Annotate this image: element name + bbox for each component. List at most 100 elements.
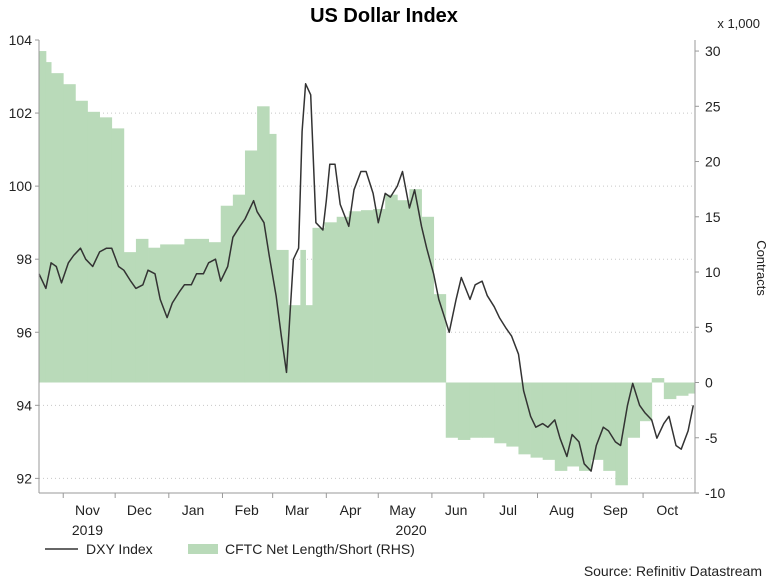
cftc-bar xyxy=(603,382,616,471)
cftc-bar xyxy=(51,73,64,383)
right-axis-ticks: 30 25 20 15 10 5 0 -5 -10 xyxy=(695,43,725,501)
left-tick-label: 98 xyxy=(16,251,32,267)
cftc-bar xyxy=(220,205,234,383)
right-tick-label: 30 xyxy=(705,43,721,59)
left-tick-label: 102 xyxy=(9,105,33,121)
cftc-bar xyxy=(385,194,398,383)
cftc-bar xyxy=(530,382,544,458)
cftc-bar xyxy=(111,128,125,383)
cftc-bar xyxy=(373,209,386,383)
cftc-bar xyxy=(688,382,696,394)
x-month-label: Aug xyxy=(549,502,574,518)
x-month-label: Dec xyxy=(127,502,152,518)
cftc-bar xyxy=(482,382,495,438)
left-tick-label: 104 xyxy=(9,32,33,48)
cftc-bar xyxy=(627,382,641,438)
x-month-label: Feb xyxy=(235,502,259,518)
cftc-bar xyxy=(675,382,689,396)
cftc-bar xyxy=(63,84,76,383)
cftc-bar xyxy=(336,216,350,383)
dxy-line xyxy=(38,83,695,472)
cftc-bar xyxy=(445,382,459,438)
right-tick-label: -5 xyxy=(705,430,718,446)
cftc-bar xyxy=(276,249,289,383)
legend-area-swatch xyxy=(188,544,218,554)
cftc-bar xyxy=(518,382,531,455)
cftc-bar xyxy=(305,305,313,383)
cftc-bar xyxy=(75,100,88,383)
right-tick-label: -10 xyxy=(705,485,725,501)
cftc-bar xyxy=(360,210,374,383)
cftc-bar xyxy=(208,242,222,383)
left-tick-label: 92 xyxy=(16,470,32,486)
left-tick-label: 94 xyxy=(16,397,32,413)
x-month-label: Jul xyxy=(499,502,517,518)
cftc-bar xyxy=(300,249,306,383)
cftc-bar xyxy=(324,222,338,383)
cftc-bar xyxy=(87,111,100,383)
cftc-bar xyxy=(579,382,592,471)
cftc-bar xyxy=(39,51,47,383)
left-tick-label: 96 xyxy=(16,324,32,340)
cftc-bar xyxy=(184,238,197,383)
cftc-bar xyxy=(348,211,362,383)
right-tick-label: 10 xyxy=(705,264,721,280)
cftc-bar xyxy=(409,189,422,383)
cftc-bar xyxy=(135,238,149,383)
right-tick-label: 5 xyxy=(705,319,713,335)
right-tick-label: 25 xyxy=(705,98,721,114)
cftc-bar xyxy=(244,150,258,383)
cftc-bar xyxy=(45,62,52,383)
x-month-label: Mar xyxy=(285,502,309,518)
source-note: Source: Refinitiv Datastream xyxy=(584,563,762,578)
cftc-bar xyxy=(312,227,325,383)
cftc-area-series xyxy=(39,51,696,486)
right-tick-label: 0 xyxy=(705,375,713,391)
x-month-label: Jan xyxy=(182,502,205,518)
x-year-label: 2019 xyxy=(72,522,103,538)
cftc-bar xyxy=(148,247,161,383)
cftc-bar xyxy=(663,382,677,400)
cftc-bar xyxy=(542,382,556,460)
cftc-bar xyxy=(421,216,435,383)
right-tick-label: 20 xyxy=(705,154,721,170)
cftc-bar xyxy=(288,305,301,383)
x-month-label: Nov xyxy=(75,502,100,518)
cftc-bar xyxy=(566,382,580,467)
right-axis-multiplier: x 1,000 xyxy=(717,16,760,31)
cftc-bar xyxy=(160,244,173,383)
x-axis-ticks: Nov Dec Jan Feb Mar Apr May Jun Jul Aug Sep Oct 2019… xyxy=(62,493,678,538)
cftc-bar xyxy=(99,117,113,383)
cftc-bar xyxy=(506,382,519,447)
right-tick-label: 15 xyxy=(705,209,721,225)
cftc-bar xyxy=(651,378,665,383)
x-year-label: 2020 xyxy=(396,522,427,538)
cftc-bar xyxy=(494,382,507,444)
dxy-line-series xyxy=(38,83,695,472)
axes xyxy=(38,40,696,494)
cftc-bar xyxy=(457,382,471,440)
chart-title: US Dollar Index xyxy=(310,5,458,27)
x-month-label: May xyxy=(389,502,415,518)
cftc-bar xyxy=(232,194,246,383)
cftc-bar xyxy=(591,382,604,460)
cftc-bar xyxy=(639,382,653,422)
cftc-bar xyxy=(123,252,137,383)
right-axis-label: Contracts xyxy=(754,240,769,296)
left-axis-ticks: 104 102 100 98 96 94 92 xyxy=(9,32,39,486)
x-month-label: Jun xyxy=(445,502,468,518)
cftc-bar xyxy=(615,382,628,486)
cftc-bar xyxy=(397,200,410,383)
cftc-bar xyxy=(433,294,447,383)
legend: DXY Index CFTC Net Length/Short (RHS) xyxy=(45,541,415,557)
cftc-bar xyxy=(469,382,483,438)
legend-dxy-label: DXY Index xyxy=(86,541,153,557)
x-month-label: Sep xyxy=(603,502,628,518)
cftc-bar xyxy=(196,238,210,383)
cftc-bar xyxy=(172,244,185,383)
cftc-bar xyxy=(269,133,277,383)
x-month-label: Apr xyxy=(340,502,362,518)
x-month-label: Oct xyxy=(656,502,678,518)
left-tick-label: 100 xyxy=(9,178,33,194)
